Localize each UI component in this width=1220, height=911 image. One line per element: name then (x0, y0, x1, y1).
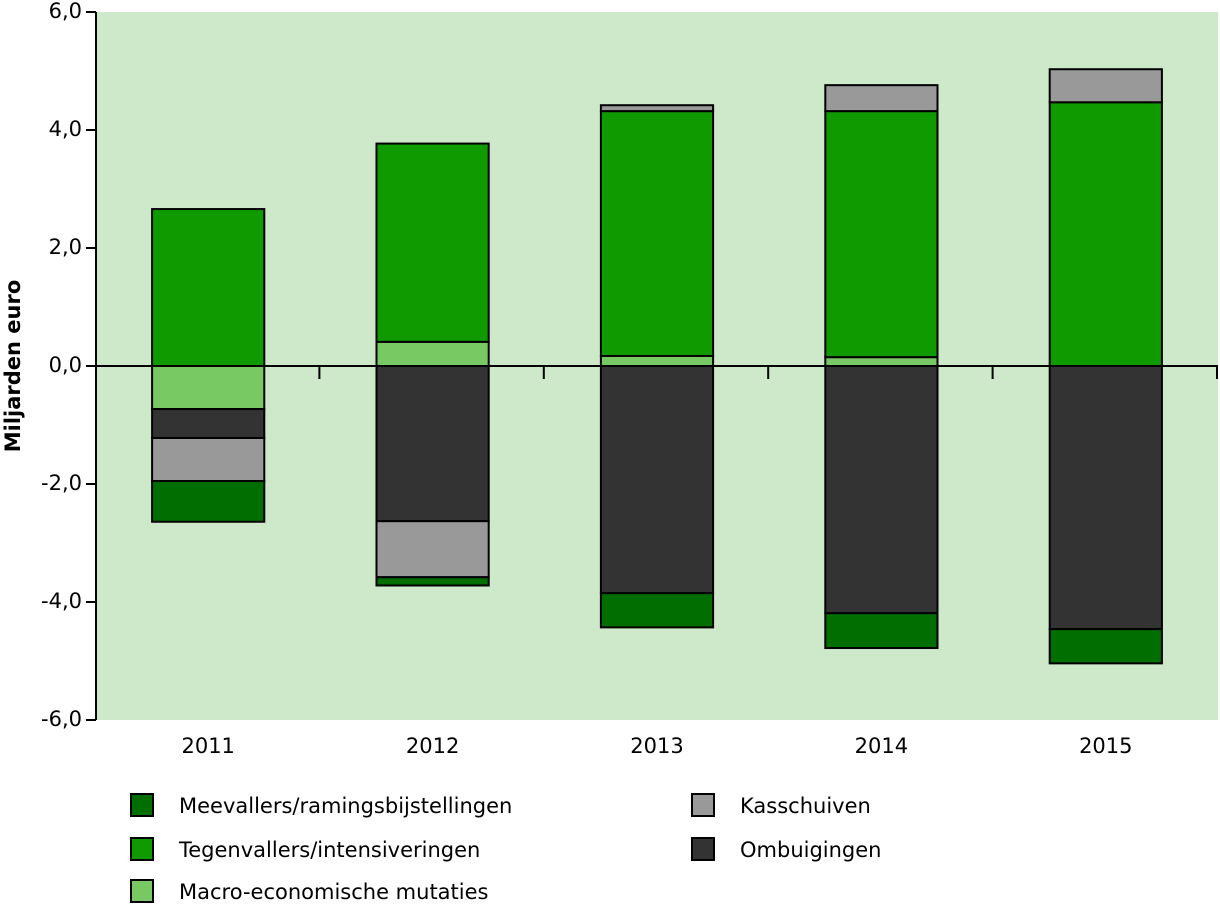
bar-segment (599, 104, 715, 113)
legend-swatch (691, 837, 715, 861)
x-tick-label: 2012 (406, 734, 459, 758)
bar-segment (151, 408, 266, 439)
y-tick-label: -2,0 (41, 471, 82, 495)
bar-segment (599, 354, 715, 368)
bar-segment (151, 208, 266, 367)
bar-segment (599, 110, 715, 357)
bar-segment (1048, 365, 1163, 631)
y-tick-label: 6,0 (49, 0, 82, 23)
bar-segment (824, 356, 939, 367)
bar-segment (824, 84, 939, 113)
legend-label: Tegenvallers/intensiveringen (178, 838, 480, 862)
y-tick-label: 0,0 (49, 353, 82, 377)
bar-segment (375, 142, 490, 343)
bar-segment (375, 576, 490, 587)
legend-label: Meevallers/ramingsbijstellingen (179, 794, 512, 818)
legend-label: Macro-economische mutaties (179, 880, 488, 904)
legend-swatch (130, 793, 154, 817)
bar-segment (375, 520, 490, 579)
x-tick-label: 2011 (181, 734, 234, 758)
y-tick-label: -6,0 (41, 707, 82, 731)
bar-segment (599, 592, 715, 629)
bar-segment (375, 340, 490, 367)
legend-swatch (691, 793, 715, 817)
bar-segment (599, 365, 715, 595)
legend-swatch (130, 837, 154, 861)
y-tick-label: 4,0 (49, 117, 82, 141)
x-tick-label: 2015 (1079, 734, 1132, 758)
bar-segment (1048, 628, 1163, 665)
legend-label: Kasschuiven (740, 794, 871, 818)
bar-segment (151, 480, 266, 523)
x-tick-label: 2014 (855, 734, 908, 758)
y-tick-label: 2,0 (49, 235, 82, 259)
legend-swatch (130, 879, 154, 903)
bar-segment (151, 365, 266, 411)
legend-label: Ombuigingen (740, 838, 882, 862)
bar-segment (1048, 101, 1163, 368)
bar-segment (151, 436, 266, 483)
y-axis-label: Miljarden euro (1, 280, 25, 453)
bar-segment (824, 365, 939, 615)
bar-segment (824, 612, 939, 650)
y-tick-label: -4,0 (41, 589, 82, 613)
bar-segment (824, 110, 939, 359)
bar-segment (375, 365, 490, 523)
x-tick-label: 2013 (630, 734, 683, 758)
bar-segment (1048, 68, 1163, 104)
